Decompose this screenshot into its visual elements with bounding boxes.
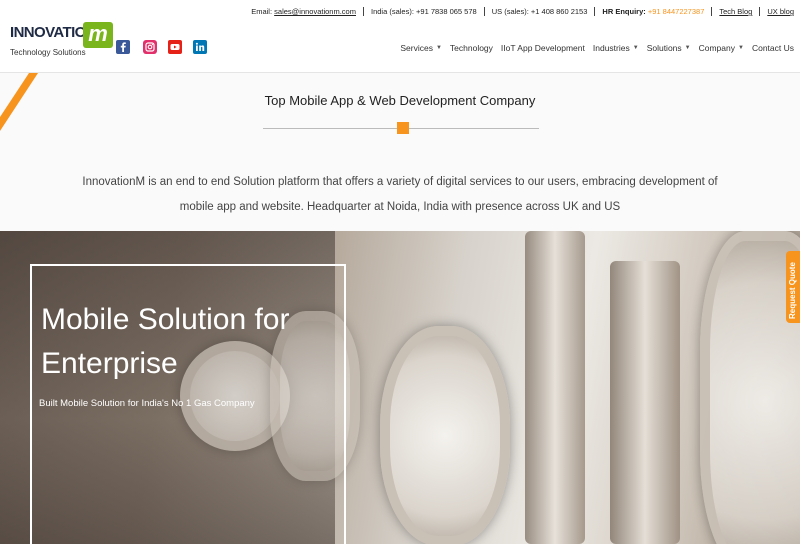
corner-accent-cutout (0, 73, 29, 117)
india-sales-phone[interactable]: +91 7838 065 578 (416, 7, 477, 16)
intro-description: InnovationM is an end to end Solution pl… (82, 176, 718, 213)
logo-wordmark: INNOVATION (10, 24, 97, 41)
divider (362, 7, 364, 16)
nav-company[interactable]: Company ▼ (699, 43, 744, 53)
email-label: Email: (251, 7, 273, 16)
main-nav: Services ▼ Technology IIoT App Developme… (392, 43, 794, 53)
india-sales-label: India (sales): (370, 7, 414, 16)
nav-iot-label: IIoT App Development (500, 43, 585, 53)
gauge-image (700, 231, 800, 544)
instagram-icon[interactable] (143, 40, 157, 54)
nav-services-label: Services (400, 43, 433, 53)
logo-m-badge: m (83, 22, 113, 48)
youtube-icon[interactable] (168, 40, 182, 54)
nav-technology[interactable]: Technology (450, 43, 493, 53)
divider (759, 7, 761, 16)
contact-topbar: Email: sales@innovationm.com India (sale… (251, 7, 794, 16)
nav-industries-label: Industries (592, 43, 630, 53)
nav-solutions[interactable]: Solutions ▼ (647, 43, 691, 53)
divider (711, 7, 713, 16)
hero-title: Mobile Solution for Enterprise (41, 303, 290, 380)
chevron-down-icon: ▼ (738, 45, 744, 51)
nav-industries[interactable]: Industries ▼ (593, 43, 639, 53)
site-header: INNOVATION m Technology Solutions Email:… (0, 0, 800, 73)
nav-technology-label: Technology (449, 43, 493, 53)
page-title: Top Mobile App & Web Development Company (264, 93, 536, 108)
ux-blog-link[interactable]: UX blog (767, 7, 794, 16)
nav-contact-label: Contact Us (751, 43, 794, 53)
hr-enquiry-label: HR Enquiry: (602, 7, 646, 16)
facebook-icon[interactable] (116, 40, 130, 54)
nav-services[interactable]: Services ▼ (400, 43, 442, 53)
us-sales-label: US (sales): (491, 7, 529, 16)
linkedin-icon[interactable] (193, 40, 207, 54)
logo-tagline: Technology Solutions (10, 48, 86, 57)
nav-contact-us[interactable]: Contact Us (752, 43, 794, 53)
intro-section (0, 73, 800, 231)
email-link[interactable]: sales@innovationm.com (274, 7, 356, 16)
tech-blog-link[interactable]: Tech Blog (719, 7, 753, 16)
pipe-image (610, 261, 680, 544)
request-quote-button[interactable]: Request Quote (786, 251, 800, 323)
hero-subtitle: Built Mobile Solution for India's No 1 G… (39, 398, 255, 409)
us-sales-phone[interactable]: +1 408 860 2153 (530, 7, 588, 16)
divider (483, 7, 485, 16)
hr-enquiry-phone[interactable]: +91 8447227387 (647, 7, 705, 16)
chevron-down-icon: ▼ (684, 45, 691, 51)
divider (594, 7, 596, 16)
gauge-image (380, 326, 510, 544)
nav-solutions-label: Solutions (646, 43, 682, 53)
request-quote-label: Request Quote (788, 262, 797, 319)
chevron-down-icon: ▼ (632, 45, 639, 51)
nav-company-label: Company (698, 43, 735, 53)
nav-iot-app-development[interactable]: IIoT App Development (501, 43, 585, 53)
chevron-down-icon: ▼ (435, 45, 442, 51)
title-divider-square (397, 122, 409, 134)
pipe-image (525, 231, 585, 544)
